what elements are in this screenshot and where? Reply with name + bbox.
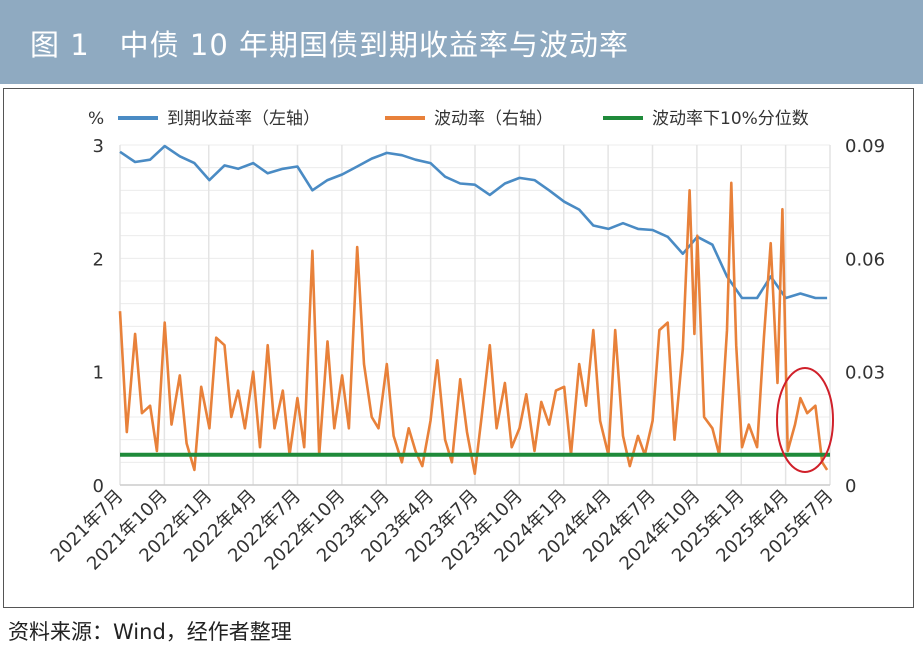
right-tick-label: 0.09 — [845, 136, 885, 157]
left-tick-label: 2 — [93, 249, 104, 270]
left-axis-unit: % — [88, 109, 104, 129]
yield-line — [119, 144, 828, 300]
volatility-line — [118, 181, 829, 476]
figure-header: 图 1 中债 10 年期国债到期收益率与波动率 — [0, 0, 923, 84]
legend: % 到期收益率（左轴） 波动率（右轴） 波动率下10%分位数 — [88, 109, 809, 129]
figure-title: 图 1 中债 10 年期国债到期收益率与波动率 — [30, 28, 630, 62]
legend-label-yield: 到期收益率（左轴） — [167, 109, 320, 129]
chart-frame — [3, 88, 914, 608]
left-tick-label: 1 — [93, 363, 104, 384]
left-tick-label: 3 — [93, 136, 104, 157]
highlight-ellipse — [776, 367, 834, 473]
source-note: 资料来源：Wind，经作者整理 — [8, 620, 292, 644]
right-tick-label: 0.03 — [845, 363, 885, 384]
left-tick-label: 0 — [93, 476, 104, 497]
legend-label-quantile: 波动率下10%分位数 — [652, 109, 809, 129]
right-tick-label: 0 — [845, 476, 856, 497]
right-tick-label: 0.06 — [845, 249, 885, 270]
legend-label-volatility: 波动率（右轴） — [434, 109, 553, 129]
grid — [119, 144, 831, 486]
